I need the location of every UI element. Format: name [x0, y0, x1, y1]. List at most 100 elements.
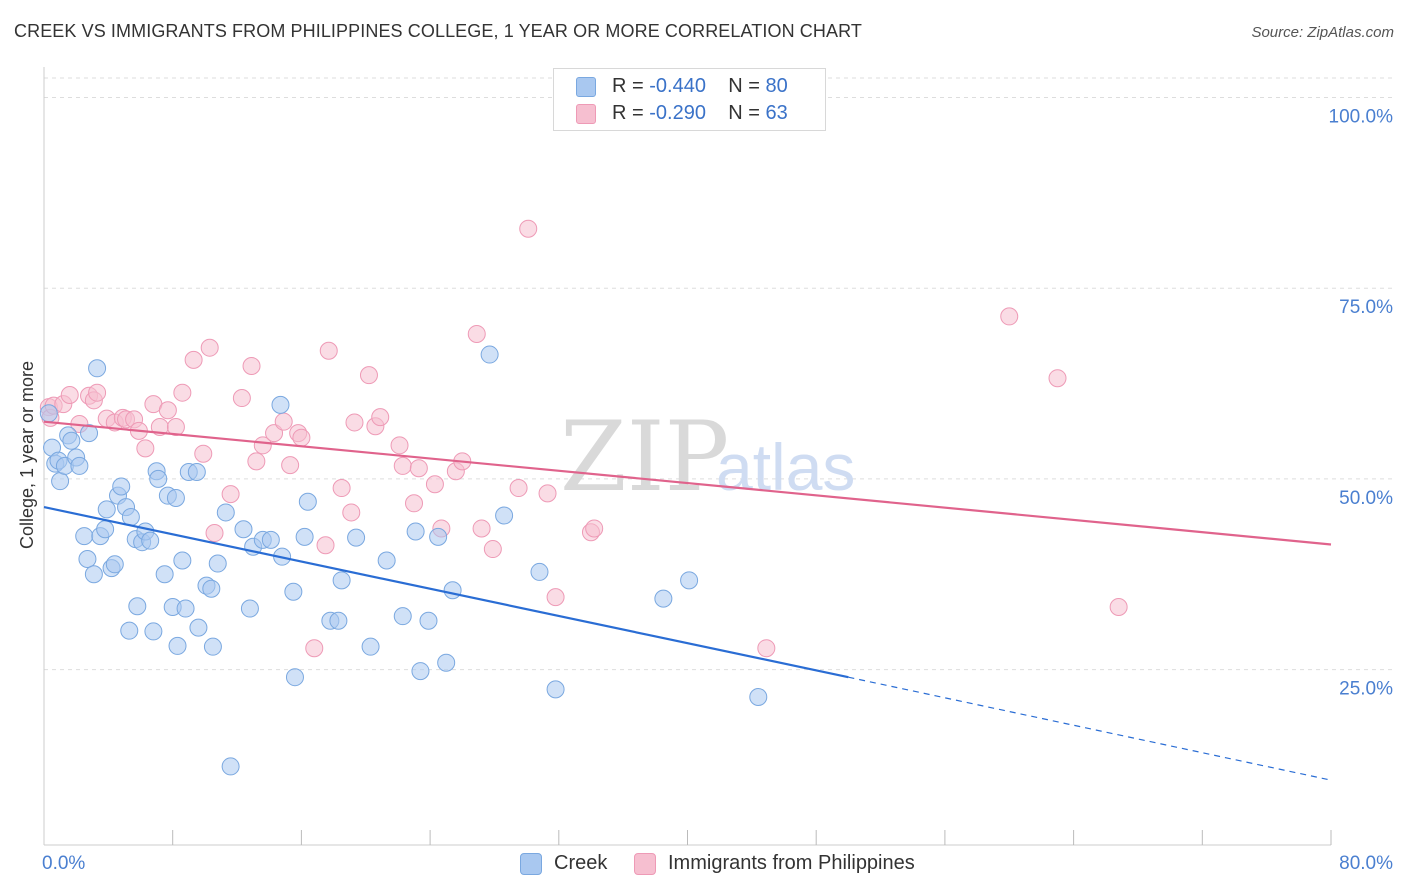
creek-points: [39, 345, 768, 776]
creek-point: [480, 345, 499, 364]
philippines-point: [184, 350, 203, 369]
creek-point: [97, 500, 116, 519]
creek-point: [240, 599, 259, 618]
creek-point: [141, 531, 160, 550]
creek-point: [112, 477, 131, 496]
creek-point: [203, 637, 222, 656]
philippines-point: [247, 452, 266, 471]
correlation-legend: R = -0.440 N = 80 R = -0.290 N = 63: [553, 68, 826, 131]
philippines-point: [194, 444, 213, 463]
philippines-point: [405, 494, 424, 513]
creek-point: [329, 611, 348, 630]
philippines-point: [332, 479, 351, 498]
creek-point: [332, 571, 351, 590]
creek-point: [393, 607, 412, 626]
creek-point: [75, 527, 94, 546]
legend-n-label: N =: [728, 102, 760, 124]
creek-point: [216, 503, 235, 522]
creek-point: [96, 520, 115, 539]
creek-point: [187, 463, 206, 482]
creek-point: [121, 508, 140, 527]
philippines-point: [483, 540, 502, 559]
philippines-point: [319, 341, 338, 360]
legend-r-value-creek: -0.440: [649, 75, 706, 97]
philippines-point: [1109, 598, 1128, 617]
creek-point: [39, 404, 58, 423]
philippines-point: [88, 383, 107, 402]
source-label: Source: ZipAtlas.com: [1251, 24, 1394, 41]
philippines-point: [342, 503, 361, 522]
philippines-point: [585, 519, 604, 538]
philippines-point: [158, 401, 177, 420]
philippines-point: [173, 383, 192, 402]
philippines-point: [1048, 369, 1067, 388]
creek-point: [443, 581, 462, 600]
legend-n-label: N =: [728, 75, 760, 97]
creek-legend-label: Creek: [554, 852, 608, 874]
philippines-point: [538, 484, 557, 503]
creek-point: [530, 562, 549, 581]
creek-point: [411, 662, 430, 681]
philippines-point: [345, 413, 364, 432]
creek-point: [173, 551, 192, 570]
philippines-points: [39, 219, 1128, 658]
philippines-point: [242, 356, 261, 375]
y-tick-label: 50.0%: [1339, 488, 1393, 509]
creek-point: [168, 636, 187, 655]
creek-point: [285, 668, 304, 687]
philippines-point: [281, 456, 300, 475]
creek-point: [437, 653, 456, 672]
creek-point: [261, 530, 280, 549]
watermark-zip: ZIP: [560, 401, 729, 513]
creek-point: [149, 469, 168, 488]
creek-point: [176, 599, 195, 618]
philippines-point: [425, 475, 444, 494]
philippines-point: [519, 219, 538, 238]
creek-point: [377, 551, 396, 570]
philippines-point: [274, 412, 293, 431]
philippines-point: [393, 456, 412, 475]
creek-point: [128, 597, 147, 616]
philippines-legend-swatch: [634, 853, 656, 875]
philippines-point: [305, 639, 324, 658]
philippines-trend-line: [43, 420, 1332, 546]
creek-trend-extension: [848, 676, 1332, 781]
philippines-point: [232, 389, 251, 408]
creek-point: [680, 571, 699, 590]
creek-point: [166, 488, 185, 507]
legend-r-label: R =: [612, 75, 644, 97]
gridlines: [44, 77, 1392, 671]
philippines-point: [359, 366, 378, 385]
legend-r-label: R =: [612, 102, 644, 124]
philippines-point: [136, 439, 155, 458]
creek-point: [202, 579, 221, 598]
philippines-point: [316, 536, 335, 555]
creek-point: [234, 520, 253, 539]
creek-point: [347, 528, 366, 547]
philippines-point: [509, 479, 528, 498]
philippines-legend-label: Immigrants from Philippines: [668, 852, 915, 874]
creek-point: [51, 472, 70, 491]
philippines-point: [390, 436, 409, 455]
creek-trend-line: [43, 506, 849, 679]
legend-r-value-philippines: -0.290: [649, 102, 706, 124]
legend-n-value-creek: 80: [765, 75, 788, 97]
chart-title: CREEK VS IMMIGRANTS FROM PHILIPPINES COL…: [14, 21, 862, 41]
philippines-point: [60, 385, 79, 404]
y-tick-label: 100.0%: [1329, 107, 1394, 128]
philippines-point: [200, 338, 219, 357]
creek-point: [271, 395, 290, 414]
creek-point: [298, 492, 317, 511]
creek-point: [419, 611, 438, 630]
creek-point: [62, 431, 81, 450]
creek-point: [78, 549, 97, 568]
philippines-point: [546, 588, 565, 607]
philippines-point: [292, 428, 311, 447]
creek-point: [120, 621, 139, 640]
philippines-point: [221, 485, 240, 504]
philippines-point: [371, 408, 390, 427]
trend-lines: [43, 420, 1332, 781]
creek-point: [495, 506, 514, 525]
creek-legend-swatch: [520, 853, 542, 875]
creek-point: [208, 554, 227, 573]
